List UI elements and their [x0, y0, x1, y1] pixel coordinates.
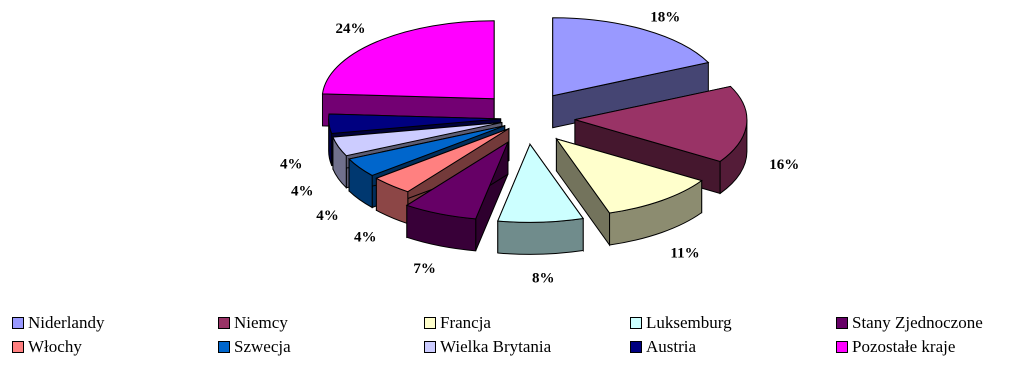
legend-item: Szwecja [218, 336, 291, 358]
legend-item: Luksemburg [630, 312, 732, 334]
pie-slice-top [348, 125, 505, 177]
legend-item: Francja [424, 312, 491, 334]
legend-swatch [218, 341, 230, 353]
legend-swatch [836, 341, 848, 353]
legend-swatch [836, 317, 848, 329]
pie-slice-niderlandy [552, 17, 710, 129]
legend-swatch [424, 341, 436, 353]
legend-item: Austria [630, 336, 696, 358]
pie-slice-top [405, 140, 510, 220]
legend-label: Pozostałe kraje [852, 337, 956, 356]
pie-slice-niemcy [574, 85, 748, 195]
legend-label: Austria [646, 337, 697, 356]
pie-slice-stany-zjednoczone [405, 140, 510, 252]
slice-label: 8% [532, 271, 555, 287]
legend-swatch [218, 317, 230, 329]
legend-item: Stany Zjednoczone [836, 312, 983, 334]
legend-item: Niderlandy [12, 312, 104, 334]
slice-label: 7% [413, 261, 436, 277]
pie-chart: 18%16%11%8%7%4%4%4%4%24% [280, 9, 799, 287]
slice-label: 4% [280, 156, 303, 172]
pie-slice-top [574, 85, 748, 162]
legend-label: Niemcy [234, 313, 288, 332]
slice-label: 4% [316, 208, 339, 224]
legend-swatch [424, 317, 436, 329]
legend-label: Luksemburg [646, 313, 732, 332]
slice-label: 16% [769, 157, 799, 173]
legend-label: Szwecja [234, 337, 291, 356]
legend-swatch [12, 317, 24, 329]
legend-item: Pozostałe kraje [836, 336, 955, 358]
legend-swatch [12, 341, 24, 353]
slice-label: 4% [354, 229, 377, 245]
pie-slice-francja [555, 137, 703, 247]
pie-slice-top [497, 143, 585, 223]
pie-slice-top [328, 113, 501, 135]
legend-label: Francja [440, 313, 491, 332]
legend-swatch [630, 317, 642, 329]
legend-item: Niemcy [218, 312, 288, 334]
pie-slice-top [375, 128, 510, 193]
pie-slice-outer [497, 217, 584, 255]
legend-swatch [630, 341, 642, 353]
pie-slice-luksemburg [497, 142, 585, 255]
slice-label: 24% [336, 21, 366, 37]
legend: Niderlandy Niemcy Francja Luksemburg Stany Z… [0, 308, 1029, 366]
slice-label: 4% [291, 183, 314, 199]
legend-label: Niderlandy [28, 313, 105, 332]
legend-item: Włochy [12, 336, 82, 358]
pie-slice-top [321, 20, 495, 100]
legend-item: Wielka Brytania [424, 336, 551, 358]
slice-label: 11% [670, 246, 699, 262]
pie-slice-top [552, 17, 710, 97]
pie-slice-top [555, 137, 703, 214]
slice-label: 18% [650, 9, 680, 25]
legend-label: Włochy [28, 337, 82, 356]
legend-label: Stany Zjednoczone [852, 313, 983, 332]
legend-label: Wielka Brytania [440, 337, 552, 356]
pie-slice-top [332, 121, 502, 157]
